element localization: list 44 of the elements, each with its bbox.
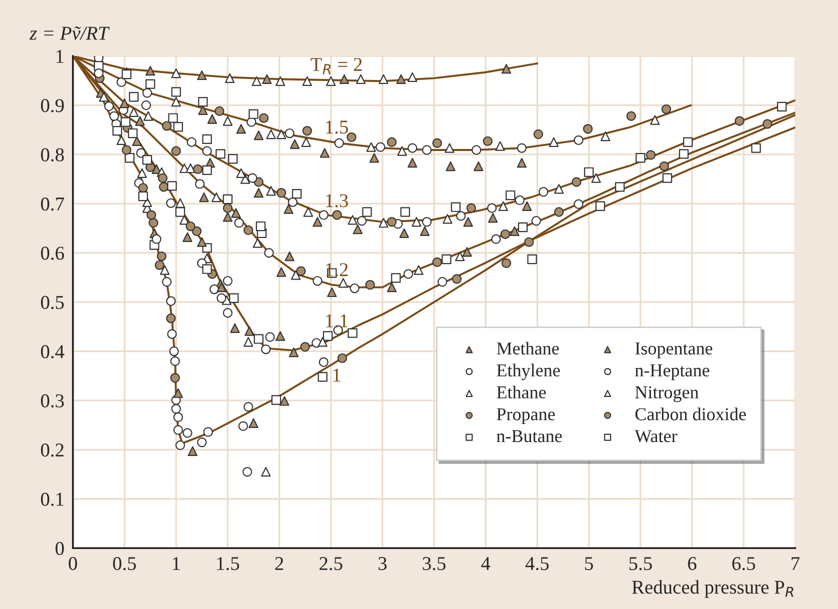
x-tick-label: 4: [481, 557, 490, 570]
legend-label: Nitrogen: [635, 386, 699, 402]
x-tick-label: 7: [792, 557, 800, 570]
legend-label: n-Heptane: [635, 364, 710, 380]
series-label: 1.3: [326, 194, 348, 208]
x-tick-label: 6: [688, 557, 696, 570]
x-tick-label: 1.5: [217, 557, 240, 570]
x-axis-title: Reduced pressure P$_{R}$: [632, 580, 794, 598]
series-label: 1.2: [326, 263, 348, 276]
series-label: 1.1: [326, 314, 348, 328]
legend-label: Propane: [496, 408, 555, 424]
legend-label: Isopentane: [635, 342, 712, 358]
y-tick-label: 1: [56, 50, 64, 63]
y-axis-title: z = Pṽ/RT: [29, 26, 110, 40]
x-tick-label: 1: [172, 557, 180, 570]
y-tick-label: 0.5: [41, 296, 64, 310]
x-tick-label: 5: [585, 557, 593, 570]
legend-label: Methane: [496, 342, 559, 355]
x-tick-label: 0: [68, 556, 78, 570]
legend-label: Water: [634, 430, 678, 442]
x-tick-label: 4.5: [526, 557, 549, 570]
y-tick-label: 0.1: [41, 492, 64, 506]
legend-label: n-Butane: [496, 430, 562, 442]
series-label: T$_{R}$ = 2: [310, 58, 362, 74]
y-tick-label: 0.4: [41, 345, 64, 358]
x-tick-label: 3: [378, 557, 387, 570]
legend-label: Ethylene: [496, 364, 560, 380]
y-tick-label: 0.9: [41, 99, 64, 112]
x-tick-label: 0.5: [113, 556, 136, 570]
y-tick-label: 0.8: [41, 148, 64, 162]
x-tick-label: 2.5: [320, 557, 342, 570]
y-tick-label: 0.2: [41, 444, 64, 457]
series-label: 1.5: [326, 120, 348, 134]
y-tick-label: 0.7: [41, 197, 64, 211]
legend-label: Ethane: [496, 386, 546, 398]
x-tick-label: 6.5: [732, 557, 756, 570]
x-tick-label: 3.5: [422, 557, 446, 570]
y-tick-label: 0: [56, 542, 64, 556]
x-tick-label: 2: [275, 557, 284, 570]
y-tick-label: 0.6: [41, 246, 64, 260]
y-tick-label: 0.3: [41, 394, 64, 408]
x-tick-label: 5.5: [629, 557, 652, 570]
legend-label: Carbon dioxide: [635, 408, 746, 420]
series-label: 1: [333, 368, 340, 382]
